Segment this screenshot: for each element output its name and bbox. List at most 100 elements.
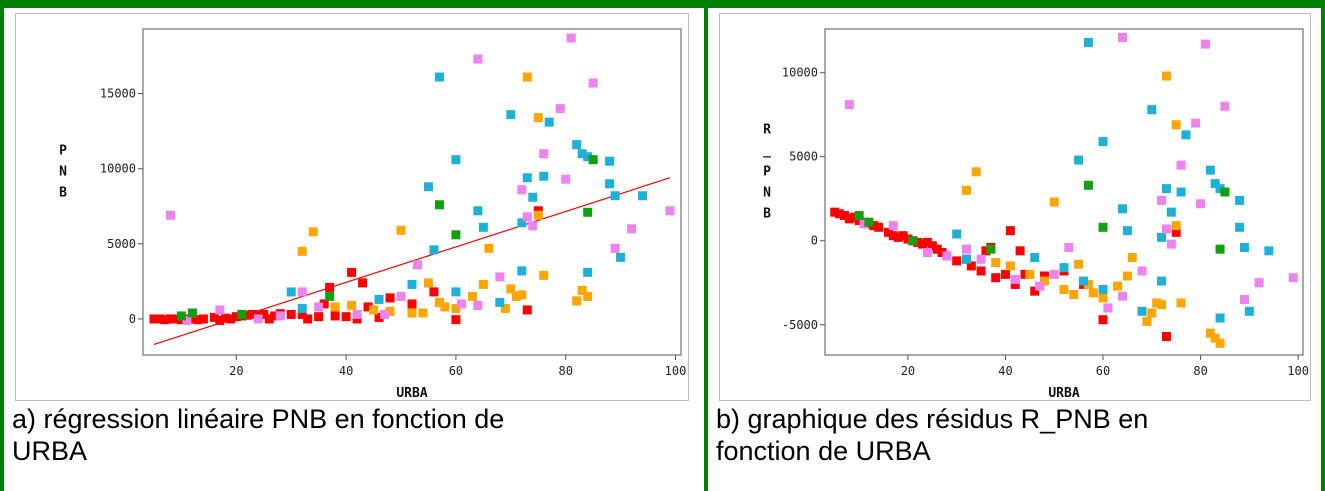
data-point-orange	[1171, 221, 1181, 231]
data-point-orange	[330, 302, 340, 312]
panel-divider	[704, 8, 708, 491]
data-point-cyan	[423, 182, 433, 192]
data-point-magenta	[976, 254, 986, 264]
data-point-red	[220, 313, 230, 323]
data-point-red	[242, 310, 252, 320]
data-point-orange	[522, 72, 532, 82]
data-point-orange	[539, 270, 549, 280]
data-point-cyan	[517, 266, 527, 276]
data-point-cyan	[952, 229, 962, 239]
data-point-orange	[1005, 261, 1015, 271]
data-point-green	[864, 217, 874, 227]
data-point-magenta	[1161, 224, 1171, 234]
data-point-cyan	[1137, 306, 1147, 316]
data-point-red	[347, 267, 357, 277]
data-point-red	[874, 222, 884, 232]
data-point-red	[981, 246, 991, 256]
data-point-orange	[1215, 338, 1225, 348]
data-point-red	[429, 287, 439, 297]
data-point-magenta	[1176, 160, 1186, 170]
data-point-red	[286, 309, 296, 319]
data-point-magenta	[456, 299, 466, 309]
data-point-red	[903, 234, 913, 244]
data-point-magenta	[566, 33, 576, 43]
data-point-cyan	[1210, 179, 1220, 189]
data-point-orange	[572, 296, 582, 306]
data-point-orange	[418, 308, 428, 318]
data-point-orange	[396, 225, 406, 235]
data-point-red	[918, 239, 928, 249]
data-point-orange	[369, 305, 379, 315]
x-tick-label: 100	[1287, 364, 1309, 378]
data-point-cyan	[1244, 306, 1254, 316]
data-point-cyan	[1239, 242, 1249, 252]
data-point-red	[374, 312, 384, 322]
data-point-cyan	[1147, 105, 1157, 115]
data-point-red	[533, 206, 543, 216]
data-point-orange	[467, 291, 477, 301]
data-point-magenta	[517, 185, 527, 195]
data-point-red	[1098, 315, 1108, 325]
y-tick-label: 5000	[107, 237, 136, 251]
data-point-red	[171, 314, 181, 324]
data-point-green	[583, 207, 593, 217]
data-point-green	[854, 211, 864, 221]
data-point-cyan	[577, 149, 587, 159]
data-point-orange	[1059, 284, 1069, 294]
data-point-red	[297, 309, 307, 319]
data-point-magenta	[961, 244, 971, 254]
data-point-cyan	[1074, 155, 1084, 165]
plot-area	[824, 28, 1304, 356]
data-point-magenta	[412, 260, 422, 270]
data-point-orange	[440, 302, 450, 312]
data-point-orange	[1210, 333, 1220, 343]
data-point-red	[976, 266, 986, 276]
y-tick-label: 5000	[789, 150, 818, 164]
data-point-orange	[1176, 298, 1186, 308]
y-tick-label: 10000	[782, 66, 818, 80]
data-point-orange	[511, 291, 521, 301]
data-point-red	[869, 221, 879, 231]
data-point-red	[270, 311, 280, 321]
data-point-orange	[1171, 120, 1181, 130]
data-point-magenta	[380, 309, 390, 319]
x-tick-label: 100	[665, 364, 687, 378]
data-point-red	[264, 314, 274, 324]
y-tick-label: 15000	[100, 87, 136, 101]
x-tick-label: 40	[339, 364, 353, 378]
data-point-red	[193, 315, 203, 325]
data-point-magenta	[1220, 101, 1230, 111]
data-point-magenta	[588, 78, 598, 88]
data-point-orange	[1152, 298, 1162, 308]
caption-a: a) régression linéaire PNB en fonction d…	[12, 404, 505, 466]
data-point-red	[844, 214, 854, 224]
data-point-magenta	[528, 221, 538, 231]
data-point-orange	[1122, 271, 1132, 281]
data-point-red	[451, 315, 461, 325]
data-point-orange	[478, 279, 488, 289]
data-point-red	[893, 232, 903, 242]
data-point-magenta	[1157, 195, 1167, 205]
data-point-red	[883, 227, 893, 237]
data-point-cyan	[1122, 226, 1132, 236]
data-point-orange	[577, 285, 587, 295]
data-point-red	[952, 256, 962, 266]
data-point-red	[1171, 227, 1181, 237]
data-point-red	[849, 212, 859, 222]
data-point-orange	[971, 167, 981, 177]
data-point-magenta	[1035, 281, 1045, 291]
data-point-orange	[347, 300, 357, 310]
data-point-cyan	[1079, 276, 1089, 286]
data-point-cyan	[961, 254, 971, 264]
data-point-magenta	[1239, 295, 1249, 305]
data-point-green	[237, 309, 247, 319]
data-point-magenta	[522, 212, 532, 222]
data-point-red	[913, 237, 923, 247]
data-point-orange	[991, 258, 1001, 268]
data-point-magenta	[182, 315, 192, 325]
data-point-cyan	[473, 206, 483, 216]
data-point-red	[1039, 271, 1049, 281]
data-point-green	[588, 155, 598, 165]
